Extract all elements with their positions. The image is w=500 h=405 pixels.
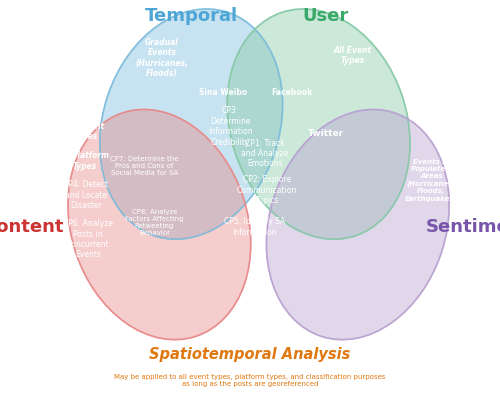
Text: CP4: Detect
and Locate
Disaster: CP4: Detect and Locate Disaster (64, 180, 108, 210)
Text: Sina Weibo: Sina Weibo (199, 88, 247, 97)
Text: All Event
Types: All Event Types (334, 46, 372, 65)
Text: Temporal: Temporal (144, 7, 238, 25)
Text: Sentiment: Sentiment (426, 218, 500, 236)
Text: User: User (303, 7, 349, 25)
Text: CP3:
Determine
Information
Credibility: CP3: Determine Information Credibility (208, 107, 252, 147)
Text: All Event
Types: All Event Types (67, 122, 105, 141)
Text: Facebook: Facebook (271, 88, 312, 97)
Text: Gradual
Events
(Hurricanes,
Floods): Gradual Events (Hurricanes, Floods) (136, 38, 188, 78)
Ellipse shape (68, 109, 251, 340)
Text: Events in
Populated
Areas
(Hurricanes,
Floods,
Earthquakes): Events in Populated Areas (Hurricanes, F… (405, 159, 458, 202)
Ellipse shape (266, 109, 449, 340)
Text: All Platform
Types: All Platform Types (59, 151, 110, 171)
Text: CP1: Track
and Analyze
Emotions: CP1: Track and Analyze Emotions (241, 139, 288, 168)
Text: CP6: Analyze
Posts in
Concurrent
Events: CP6: Analyze Posts in Concurrent Events (64, 219, 114, 259)
Ellipse shape (227, 9, 410, 239)
Text: CP5: Identify SA
Information: CP5: Identify SA Information (224, 217, 286, 237)
Ellipse shape (100, 9, 282, 239)
Text: Content: Content (0, 218, 64, 236)
Text: May be applied to all event types, platform types, and classification purposes
a: May be applied to all event types, platf… (114, 374, 386, 387)
Text: CP2: Explore
Communication
Topics: CP2: Explore Communication Topics (237, 175, 298, 205)
Text: CP7: Determine the
Pros and Cons of
Social Media for SA: CP7: Determine the Pros and Cons of Soci… (110, 156, 179, 176)
Text: Spatiotemporal Analysis: Spatiotemporal Analysis (150, 347, 350, 362)
Text: Twitter: Twitter (308, 130, 344, 139)
Text: CP8: Analyze
Factors Affecting
Retweeting
Behavior: CP8: Analyze Factors Affecting Retweetin… (125, 209, 184, 236)
